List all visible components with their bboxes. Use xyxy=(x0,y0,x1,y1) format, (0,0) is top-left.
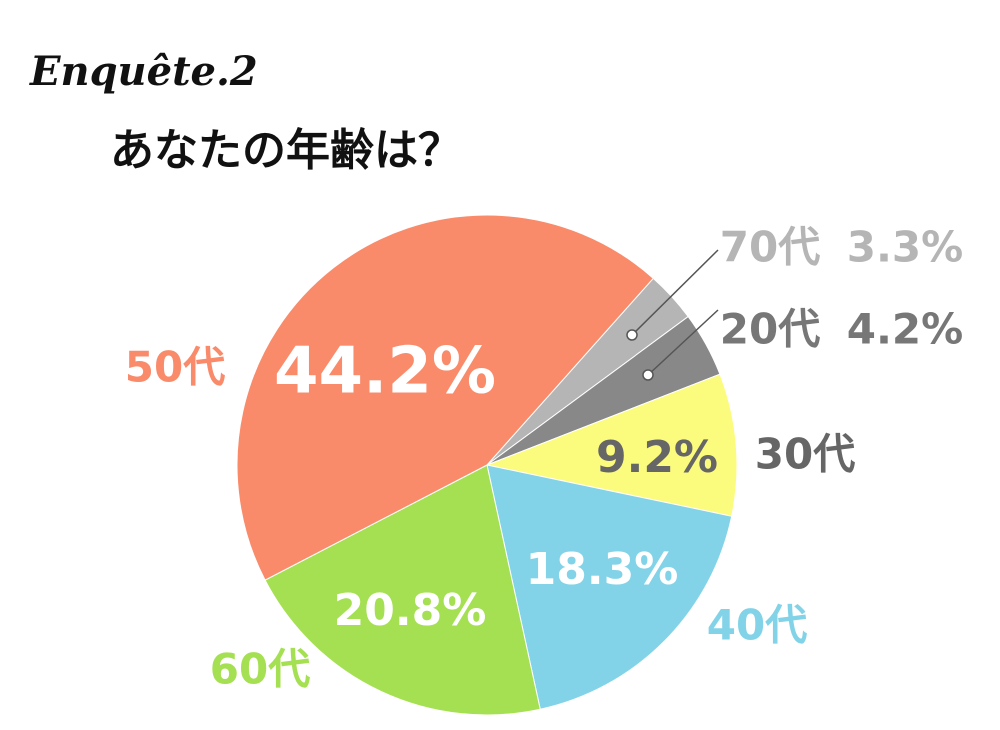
pie-slice xyxy=(486,464,733,710)
category-label: 50代 xyxy=(125,343,225,392)
pie-slice xyxy=(236,214,655,581)
value-label: 9.2% xyxy=(596,432,718,483)
chart-subtitle: Enquête.2 xyxy=(29,48,258,95)
value-label: 18.3% xyxy=(526,544,679,595)
value-label: 3.3% xyxy=(847,223,963,272)
leader-dot xyxy=(642,369,654,381)
category-label: 20代 xyxy=(720,305,820,354)
category-label: 30代 xyxy=(755,430,855,479)
pie-slice xyxy=(485,373,738,517)
value-label: 20.8% xyxy=(334,585,487,636)
category-label: 60代 xyxy=(210,645,310,694)
category-label: 70代 xyxy=(720,223,820,272)
leader-line xyxy=(647,309,719,376)
category-label: 40代 xyxy=(707,601,807,650)
value-label: 4.2% xyxy=(847,305,963,354)
value-label: 44.2% xyxy=(274,335,496,409)
pie-slice xyxy=(264,464,541,716)
leader-line xyxy=(631,249,719,336)
leader-dot xyxy=(626,329,638,341)
chart-title: あなたの年齢は？ xyxy=(110,125,462,176)
